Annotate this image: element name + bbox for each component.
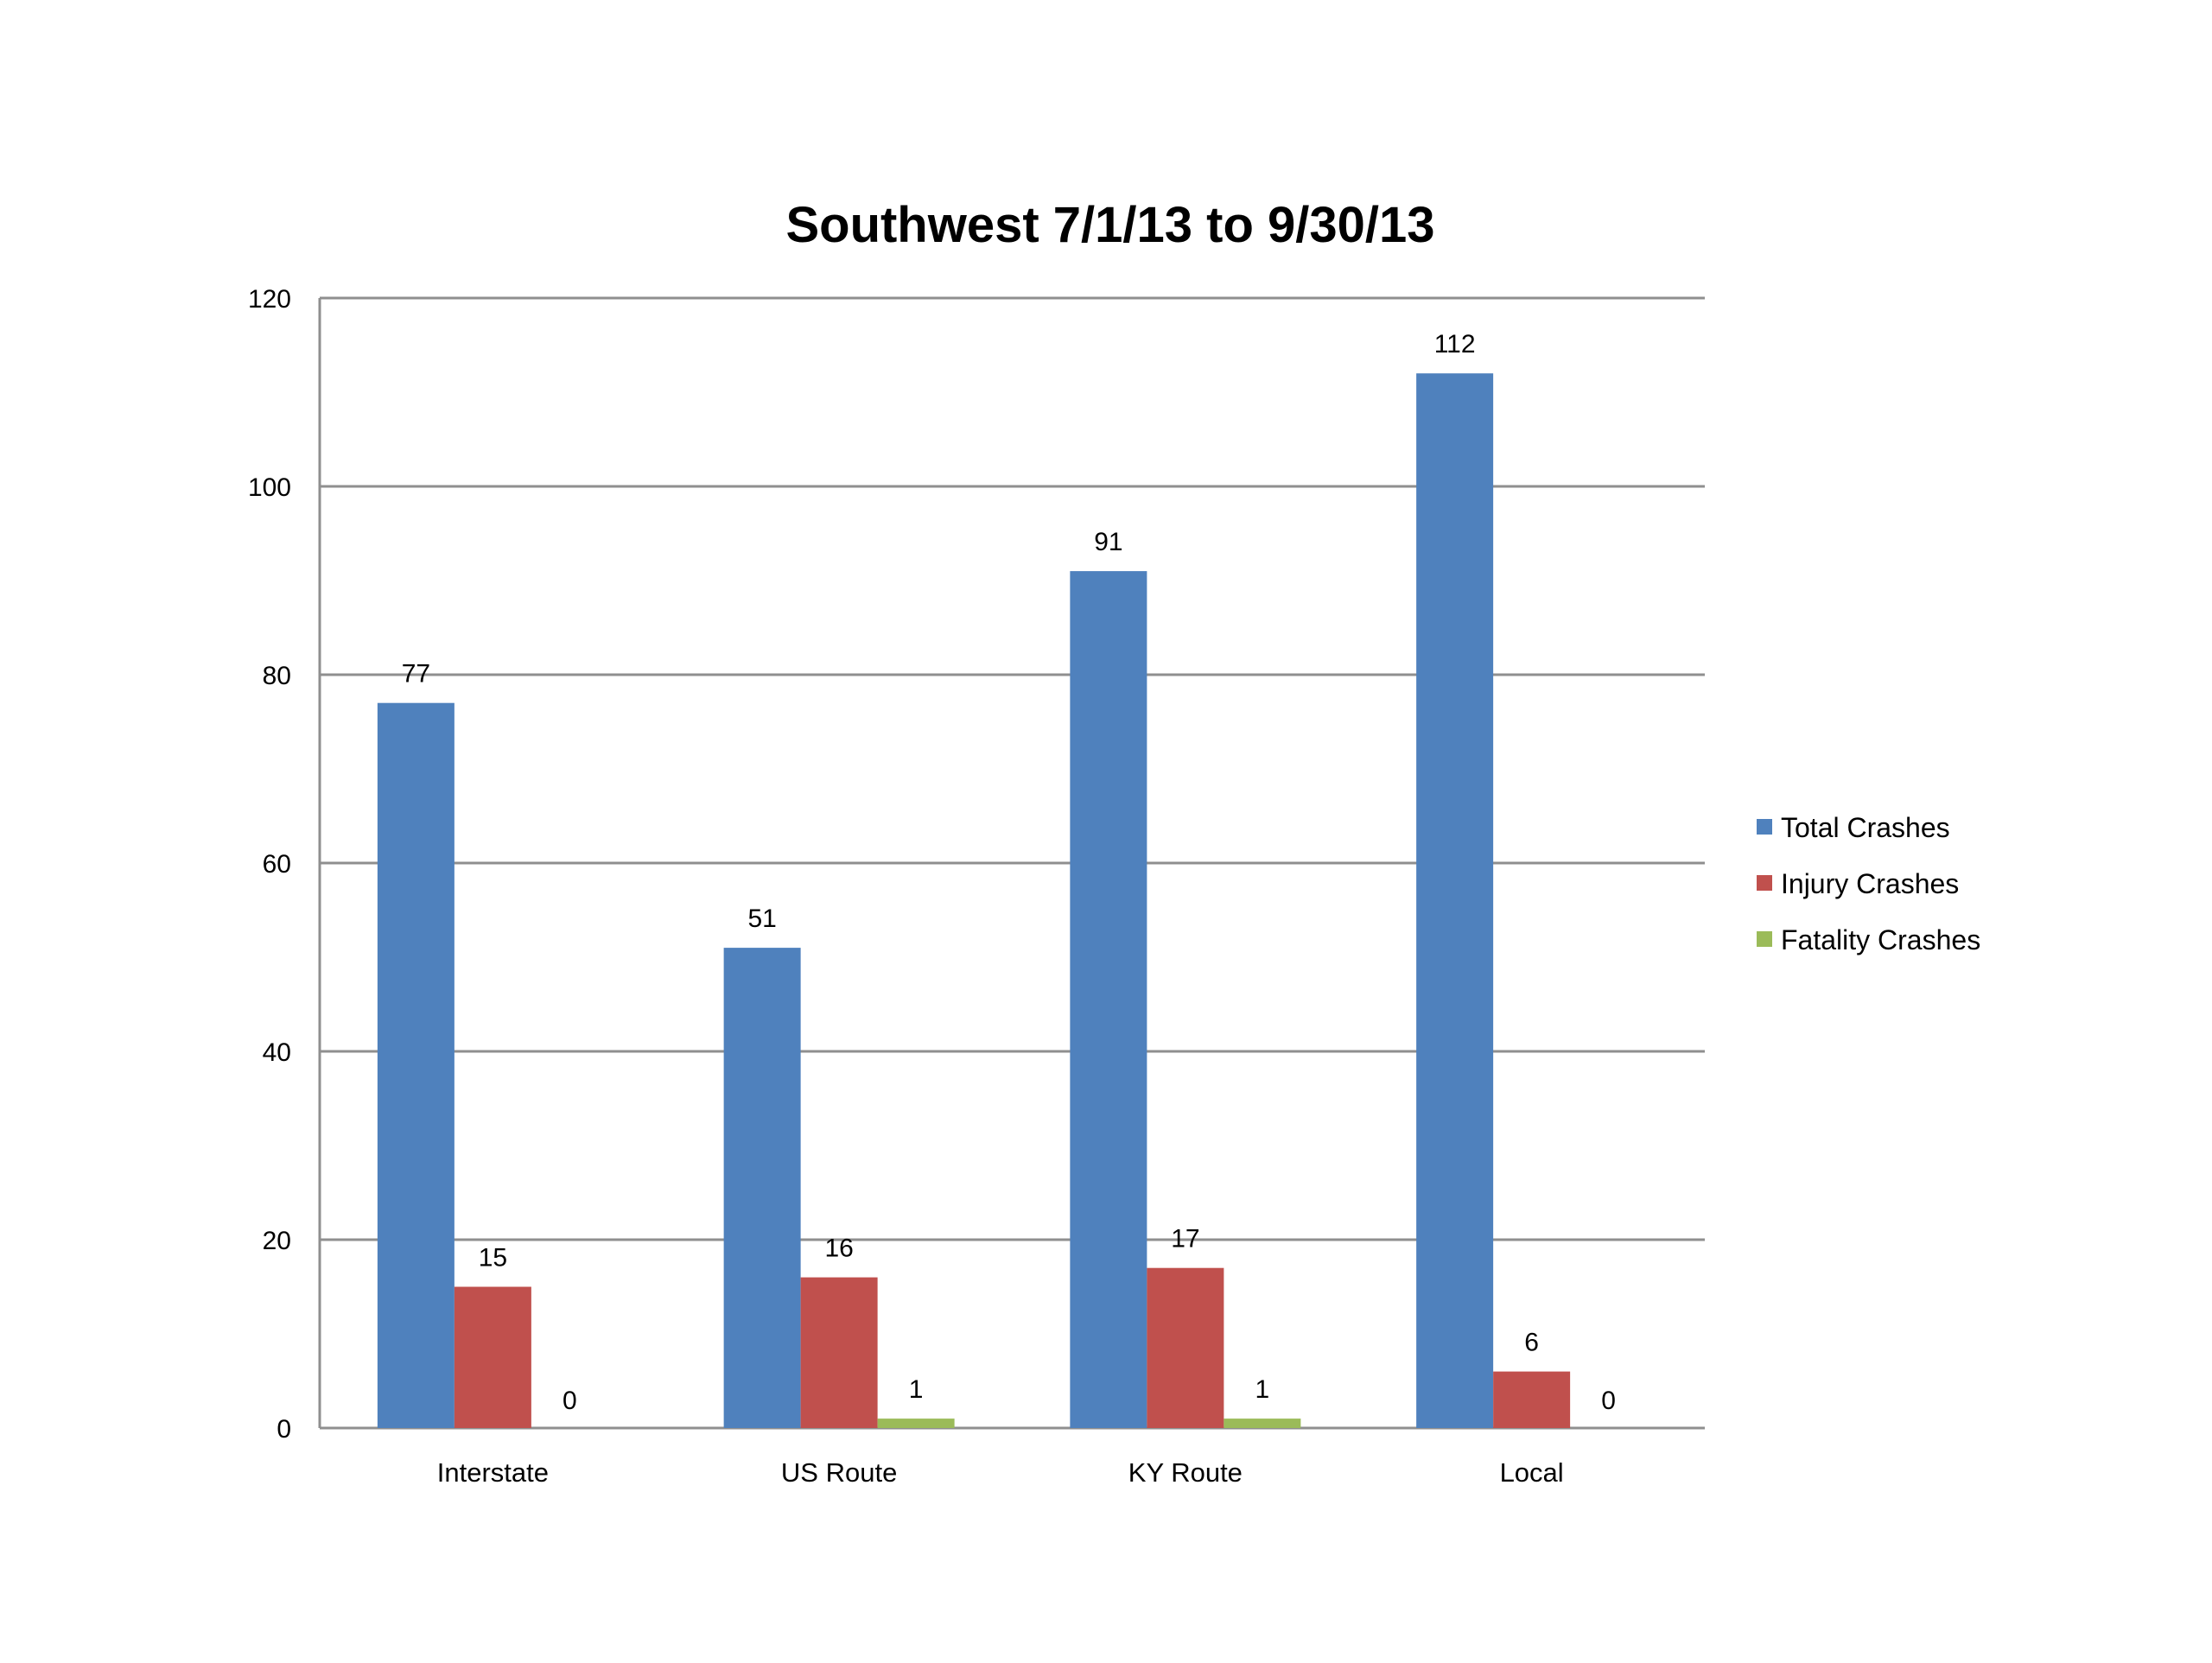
data-labels: 77 15 0 51 16 1 91 17 1 112 6 0: [402, 330, 1616, 1415]
bars: [377, 373, 1571, 1429]
bar: [454, 1286, 531, 1428]
y-tick-label: 80: [263, 662, 291, 690]
bar: [1147, 1267, 1224, 1428]
x-axis-categories: Interstate US Route KY Route Local: [437, 1457, 1564, 1488]
legend: Total Crashes Injury Crashes Fatality Cras…: [1757, 812, 1980, 955]
data-label: 0: [563, 1387, 577, 1415]
data-label: 15: [479, 1244, 507, 1273]
legend-label: Injury Crashes: [1781, 868, 1959, 899]
bar: [1493, 1371, 1571, 1428]
bar: [877, 1419, 955, 1428]
bar: [1416, 373, 1494, 1429]
x-category-label: Interstate: [437, 1457, 549, 1488]
data-label: 6: [1524, 1329, 1539, 1357]
y-tick-label: 40: [263, 1038, 291, 1067]
data-label: 1: [909, 1375, 924, 1404]
data-label: 51: [747, 904, 776, 933]
x-category-label: Local: [1500, 1457, 1564, 1488]
data-label: 0: [1601, 1387, 1616, 1415]
y-tick-label: 120: [248, 285, 291, 314]
y-tick-label: 20: [263, 1227, 291, 1255]
data-label: 16: [824, 1235, 853, 1263]
x-category-label: KY Route: [1128, 1457, 1243, 1488]
data-label: 1: [1255, 1375, 1270, 1404]
data-label: 112: [1434, 330, 1476, 359]
chart-title: Southwest 7/1/13 to 9/30/13: [785, 197, 1434, 253]
legend-swatch: [1757, 875, 1772, 891]
bar: [1070, 571, 1147, 1428]
y-tick-label: 0: [276, 1415, 291, 1444]
legend-label: Total Crashes: [1781, 812, 1950, 843]
x-category-label: US Route: [781, 1457, 897, 1488]
legend-swatch: [1757, 931, 1772, 947]
y-tick-label: 100: [248, 473, 291, 502]
bar: [1224, 1419, 1301, 1428]
gridlines: [320, 296, 1705, 1241]
data-label: 91: [1094, 528, 1122, 556]
legend-swatch: [1757, 819, 1772, 835]
bar: [800, 1277, 878, 1428]
legend-label: Fatality Crashes: [1781, 924, 1980, 955]
y-axis-ticks: 0 20 40 60 80 100 120: [248, 285, 291, 1444]
y-tick-label: 60: [263, 850, 291, 879]
data-label: 17: [1171, 1225, 1199, 1254]
data-label: 77: [402, 660, 430, 689]
bar: [723, 948, 801, 1428]
bar: [377, 702, 454, 1428]
